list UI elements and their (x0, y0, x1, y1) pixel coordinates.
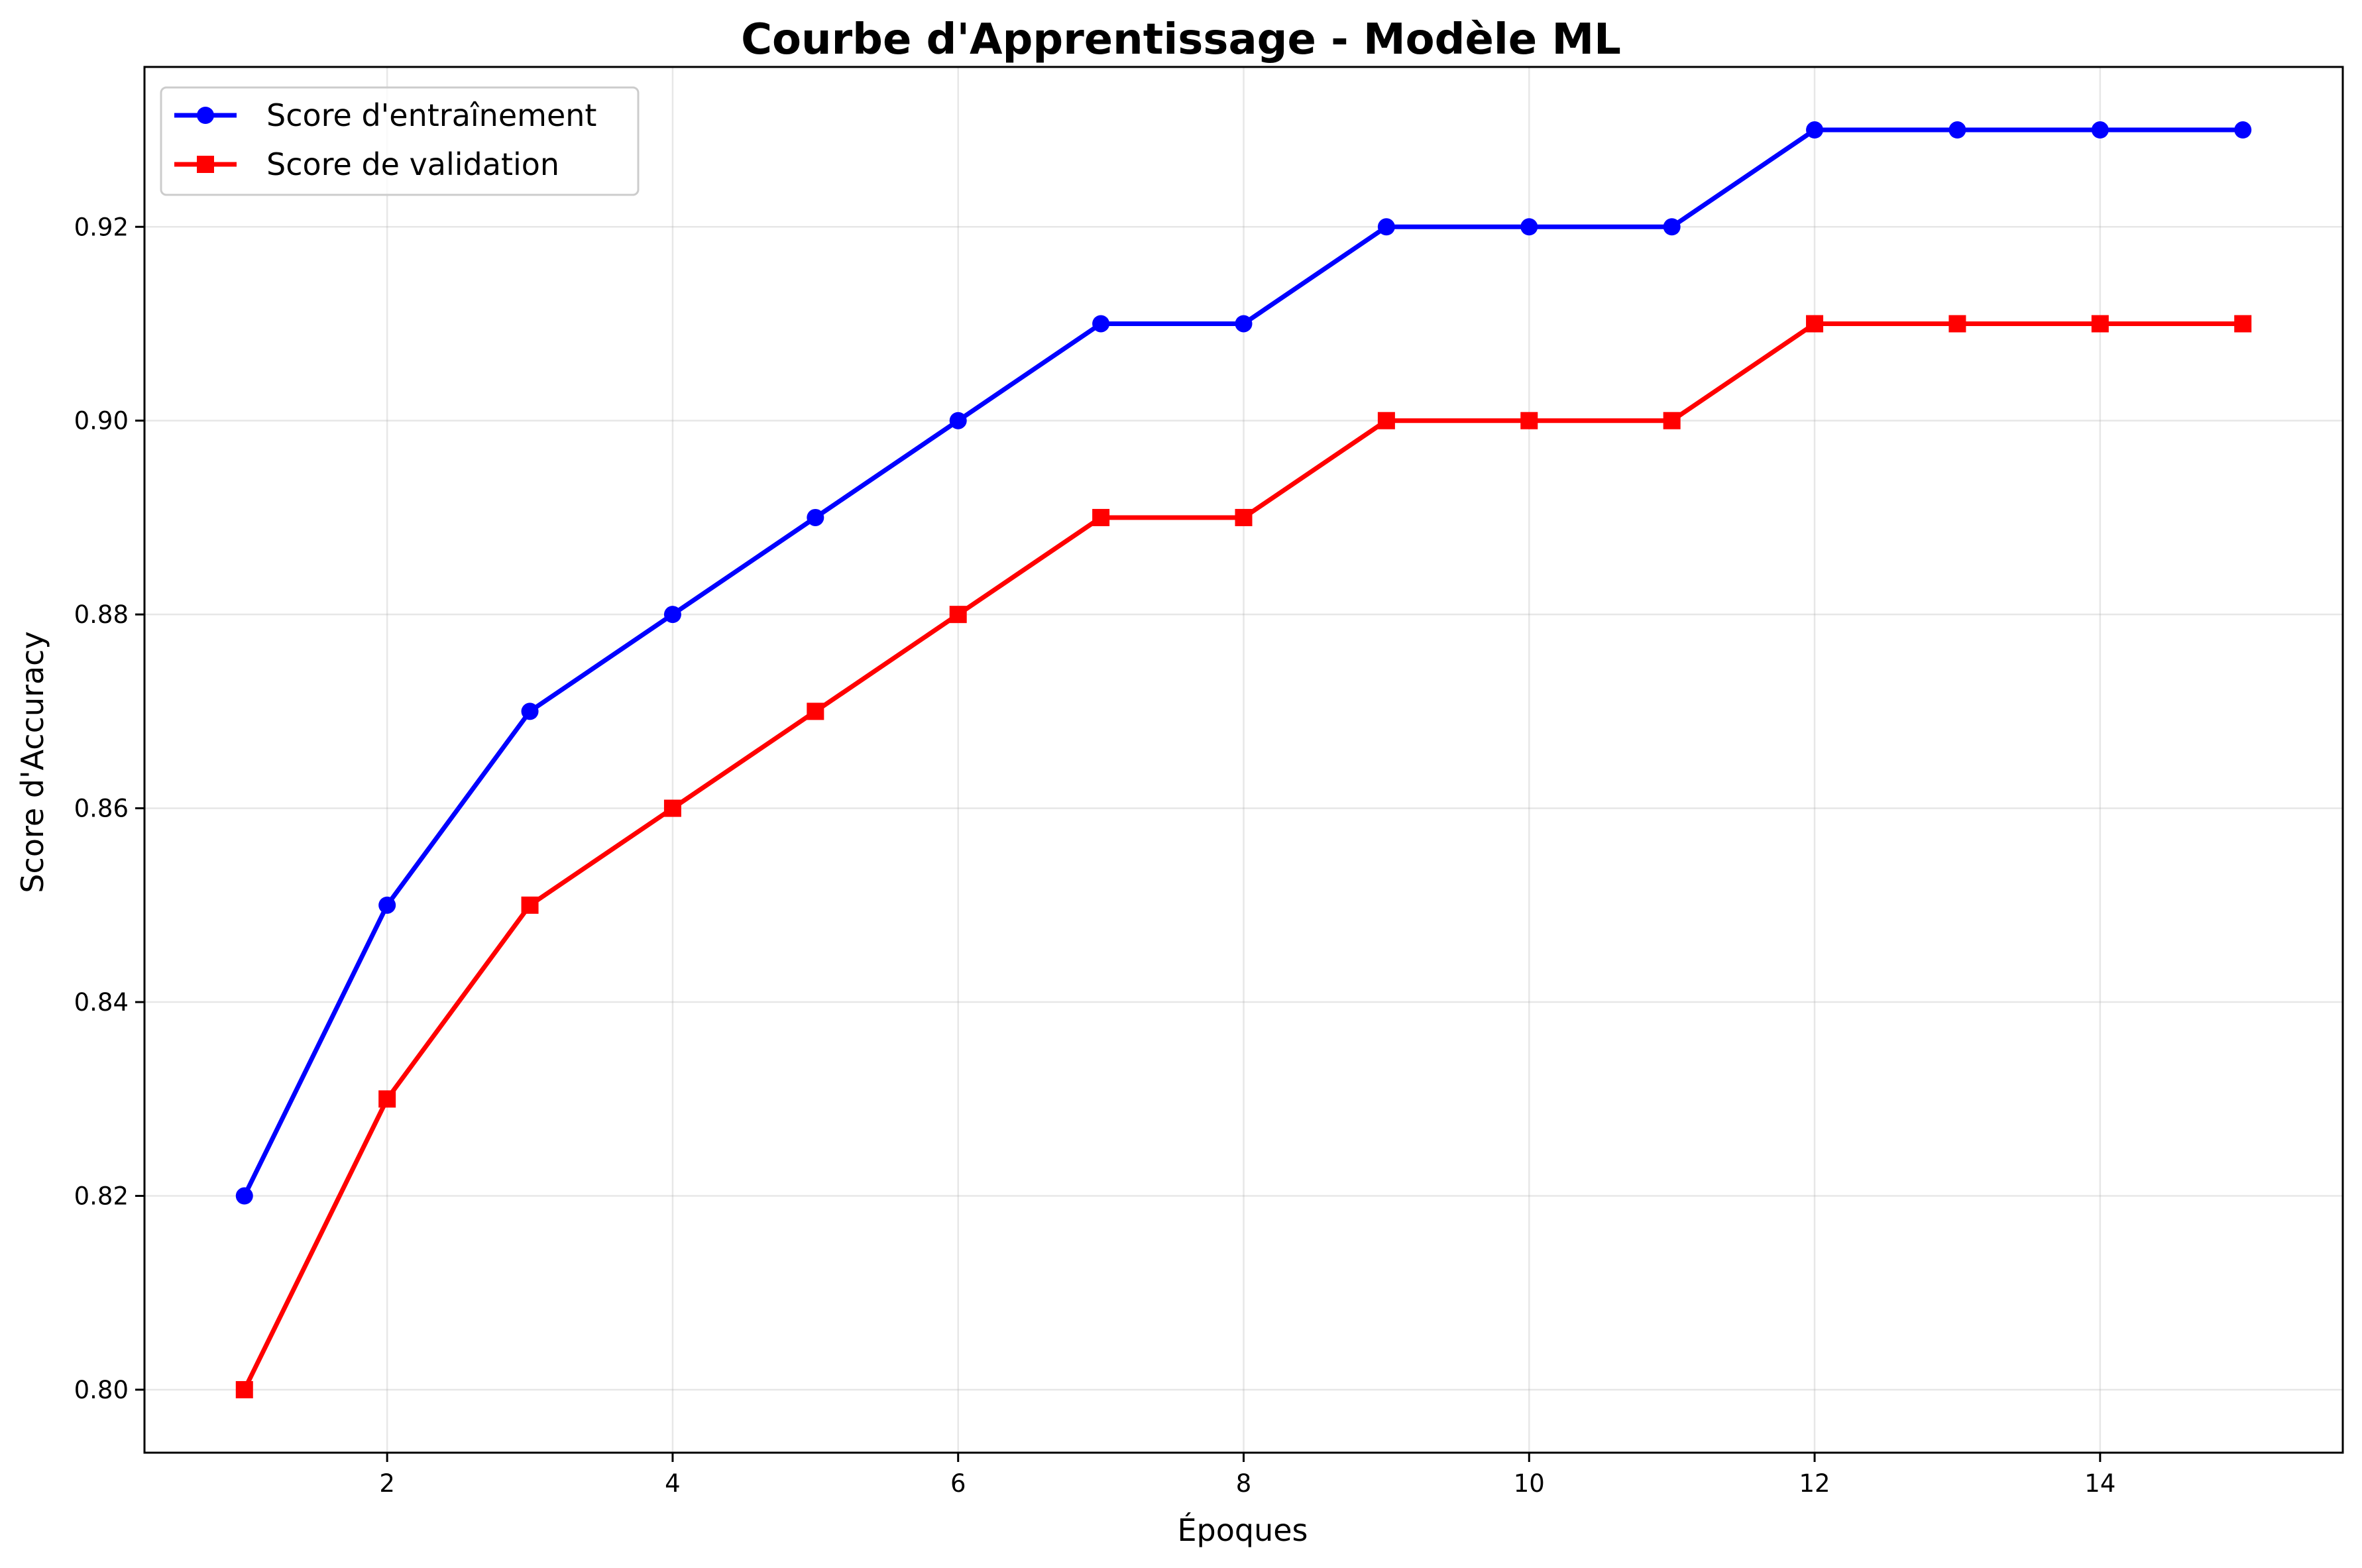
x-tick-label: 14 (2084, 1469, 2115, 1498)
data-point (1806, 315, 1824, 333)
data-point (1092, 315, 1110, 333)
data-point (2234, 315, 2252, 333)
data-point (235, 1187, 253, 1205)
data-point (663, 606, 681, 624)
legend-marker (197, 107, 214, 124)
x-axis-label: Époques (1177, 1512, 1308, 1548)
y-tick-label: 0.86 (74, 795, 129, 823)
y-tick-label: 0.90 (74, 407, 129, 435)
data-point (1948, 315, 1966, 333)
data-point (521, 896, 539, 914)
data-point (1235, 315, 1253, 333)
x-tick-label: 10 (1514, 1469, 1545, 1498)
data-point (2091, 315, 2109, 333)
y-tick-label: 0.82 (74, 1182, 129, 1211)
y-tick-label: 0.88 (74, 600, 129, 629)
data-point (2091, 121, 2109, 139)
data-point (949, 412, 967, 429)
grid-lines (144, 67, 2343, 1453)
data-point (663, 799, 681, 817)
legend-label: Score de validation (266, 146, 559, 182)
data-point (949, 606, 967, 624)
data-point (378, 896, 396, 914)
data-point (521, 702, 539, 720)
data-point (807, 508, 824, 526)
data-point (1948, 121, 1966, 139)
data-point (1520, 412, 1538, 429)
data-point (2234, 121, 2252, 139)
y-axis-label: Score d'Accuracy (15, 631, 50, 893)
series-2 (235, 315, 2252, 1398)
data-point (1806, 121, 1824, 139)
legend-label: Score d'entraînement (266, 97, 596, 133)
data-point (1377, 412, 1395, 429)
y-tick-label: 0.84 (74, 988, 129, 1017)
data-point (1663, 412, 1681, 429)
data-point (807, 702, 824, 720)
legend-item: Score de validation (174, 146, 559, 182)
data-point (1520, 218, 1538, 236)
x-tick-label: 4 (665, 1469, 681, 1498)
data-point (1235, 508, 1253, 526)
legend-item: Score d'entraînement (174, 97, 596, 133)
legend-marker (197, 156, 214, 173)
y-tick-label: 0.92 (74, 213, 129, 241)
series-1 (235, 121, 2252, 1205)
x-tick-label: 2 (379, 1469, 395, 1498)
data-point (235, 1380, 253, 1398)
x-tick-label: 12 (1799, 1469, 1830, 1498)
axis-ticks: 2 4 6 8 10 12 14 0.80 0.82 0.84 0.86 0.88 0.90 0.92 (74, 213, 2116, 1498)
legend: Score d'entraînement Score de validation (160, 86, 640, 196)
y-tick-label: 0.80 (74, 1376, 129, 1404)
data-point (378, 1090, 396, 1108)
data-point (1092, 508, 1110, 526)
x-tick-label: 6 (950, 1469, 966, 1498)
x-tick-label: 8 (1236, 1469, 1252, 1498)
series-layer (235, 121, 2252, 1398)
data-point (1377, 218, 1395, 236)
chart-title: Courbe d'Apprentissage - Modèle ML (741, 15, 1621, 64)
data-point (1663, 218, 1681, 236)
legend-box (160, 86, 640, 196)
